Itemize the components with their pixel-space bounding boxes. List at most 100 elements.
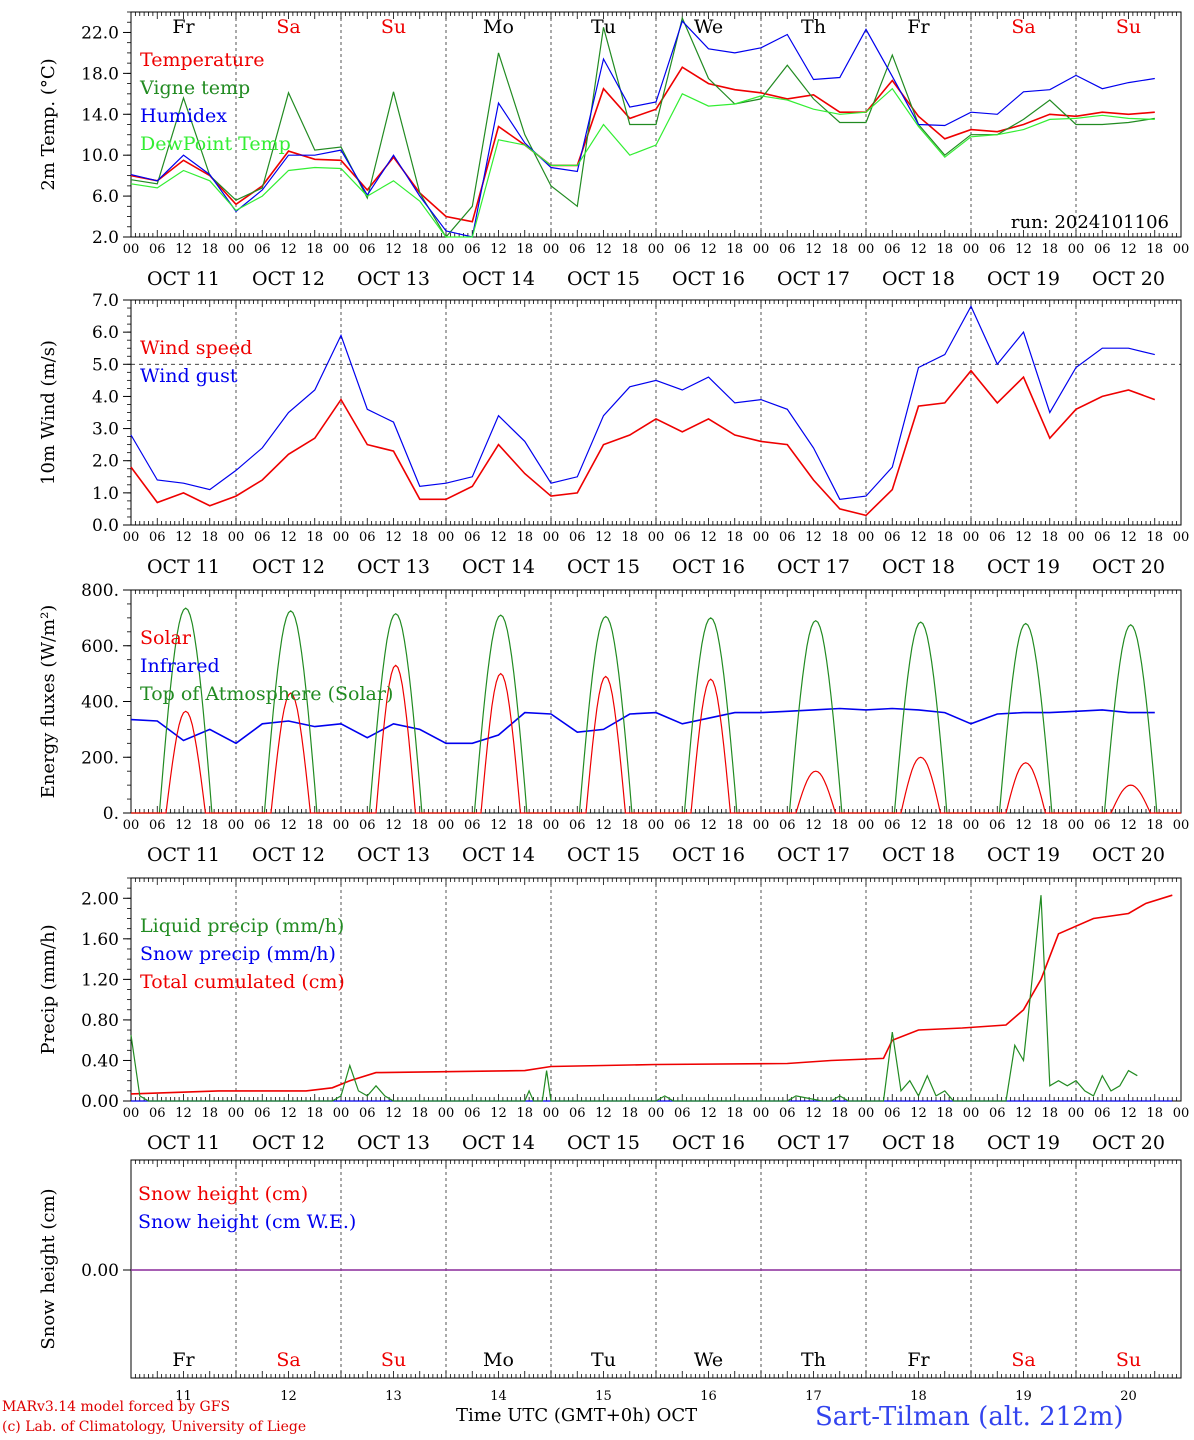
hour-tick-label: 12	[175, 818, 192, 833]
day-name: We	[694, 1349, 723, 1371]
date-label: OCT 19	[987, 1132, 1060, 1154]
hour-tick-label: 06	[884, 1106, 901, 1121]
hour-tick-label: 00	[648, 818, 665, 833]
hour-tick-label: 06	[884, 530, 901, 545]
date-label: OCT 15	[567, 1132, 640, 1154]
hour-tick-label: 06	[1094, 530, 1111, 545]
hour-tick-label: 12	[910, 530, 927, 545]
hour-tick-label: 18	[516, 1106, 533, 1121]
hour-tick-label: 12	[385, 1106, 402, 1121]
date-label: OCT 16	[672, 844, 745, 866]
hour-tick-label: 06	[674, 818, 691, 833]
day-number: 14	[490, 1389, 507, 1404]
day-name: Fr	[172, 16, 195, 38]
day-number: 13	[385, 1389, 402, 1404]
hour-tick-label: 06	[1094, 242, 1111, 257]
day-number: 15	[595, 1389, 612, 1404]
hour-tick-label: 18	[936, 242, 953, 257]
hour-tick-label: 06	[149, 530, 166, 545]
hour-tick-label: 00	[1173, 1106, 1190, 1121]
hour-tick-label: 00	[963, 530, 980, 545]
legend-entry: Snow height (cm)	[138, 1183, 308, 1205]
hour-tick-label: 12	[805, 1106, 822, 1121]
hour-tick-label: 12	[1015, 818, 1032, 833]
hour-tick-label: 18	[831, 242, 848, 257]
lab-credit: (c) Lab. of Climatology, University of L…	[2, 1419, 307, 1435]
hour-tick-label: 18	[411, 818, 428, 833]
hour-tick-label: 18	[201, 530, 218, 545]
hour-tick-label: 12	[1015, 1106, 1032, 1121]
hour-tick-label: 12	[805, 818, 822, 833]
hour-tick-label: 00	[123, 1106, 140, 1121]
hour-tick-label: 00	[1068, 818, 1085, 833]
date-label: OCT 12	[252, 844, 325, 866]
day-name: Th	[801, 16, 826, 38]
hour-tick-label: 12	[1120, 818, 1137, 833]
hour-tick-label: 12	[1015, 242, 1032, 257]
hour-tick-label: 06	[149, 818, 166, 833]
day-name: Mo	[483, 1349, 514, 1371]
hour-tick-label: 06	[674, 1106, 691, 1121]
y-tick-label: 22.0	[81, 23, 119, 43]
date-label: OCT 20	[1092, 1132, 1165, 1154]
series-line-4	[130, 87, 1155, 238]
y-tick-label: 0.00	[81, 1261, 119, 1281]
hour-tick-label: 18	[621, 818, 638, 833]
day-name: Fr	[172, 1349, 195, 1371]
y-axis-label: Snow height (cm)	[38, 1188, 59, 1349]
date-label: OCT 11	[147, 556, 220, 578]
hour-tick-label: 06	[569, 818, 586, 833]
hour-tick-label: 18	[831, 530, 848, 545]
date-label: OCT 17	[777, 268, 850, 290]
y-tick-label: 18.0	[81, 64, 119, 84]
date-label: OCT 11	[147, 844, 220, 866]
hour-tick-label: 00	[963, 242, 980, 257]
hour-tick-label: 12	[1120, 1106, 1137, 1121]
hour-tick-label: 12	[700, 242, 717, 257]
legend-entry: Vigne temp	[139, 77, 250, 99]
day-name: Sa	[1011, 1349, 1035, 1371]
y-axis-label: 10m Wind (m/s)	[38, 340, 59, 485]
hour-tick-label: 18	[621, 242, 638, 257]
hour-tick-label: 12	[280, 530, 297, 545]
y-tick-label: 5.0	[92, 355, 119, 375]
date-label: OCT 18	[882, 268, 955, 290]
series-line-infrared	[130, 707, 1155, 745]
hour-tick-label: 18	[936, 818, 953, 833]
panel-3	[123, 589, 1182, 814]
y-axis-label: Energy fluxes (W/m²)	[38, 605, 59, 799]
hour-tick-label: 12	[595, 530, 612, 545]
hour-tick-label: 18	[1146, 530, 1163, 545]
day-name: Su	[1116, 16, 1141, 38]
hour-tick-label: 18	[831, 818, 848, 833]
hour-tick-label: 12	[595, 818, 612, 833]
hour-tick-label: 00	[333, 530, 350, 545]
day-number: 19	[1015, 1389, 1032, 1404]
date-label: OCT 19	[987, 556, 1060, 578]
date-label: OCT 14	[462, 268, 535, 290]
panel-4	[123, 877, 1182, 1102]
hour-tick-label: 18	[411, 1106, 428, 1121]
date-label: OCT 18	[882, 556, 955, 578]
legend-entry: Wind gust	[140, 365, 238, 387]
date-label: OCT 14	[462, 1132, 535, 1154]
hour-tick-label: 00	[333, 242, 350, 257]
hour-tick-label: 12	[805, 242, 822, 257]
day-number: 12	[280, 1389, 297, 1404]
hour-tick-label: 18	[516, 818, 533, 833]
hour-tick-label: 18	[1041, 1106, 1058, 1121]
hour-tick-label: 00	[228, 1106, 245, 1121]
hour-tick-label: 18	[1146, 242, 1163, 257]
day-name: Sa	[276, 16, 300, 38]
y-tick-label: 1.20	[81, 970, 119, 990]
legend-entry: Wind speed	[140, 337, 252, 359]
hour-tick-label: 12	[385, 242, 402, 257]
date-label: OCT 13	[357, 1132, 430, 1154]
hour-tick-label: 12	[490, 818, 507, 833]
legend-entry: Total cumulated (cm)	[140, 971, 345, 993]
date-label: OCT 16	[672, 268, 745, 290]
hour-tick-label: 06	[359, 530, 376, 545]
hour-tick-label: 06	[779, 530, 796, 545]
hour-tick-label: 12	[490, 1106, 507, 1121]
hour-tick-label: 12	[175, 242, 192, 257]
